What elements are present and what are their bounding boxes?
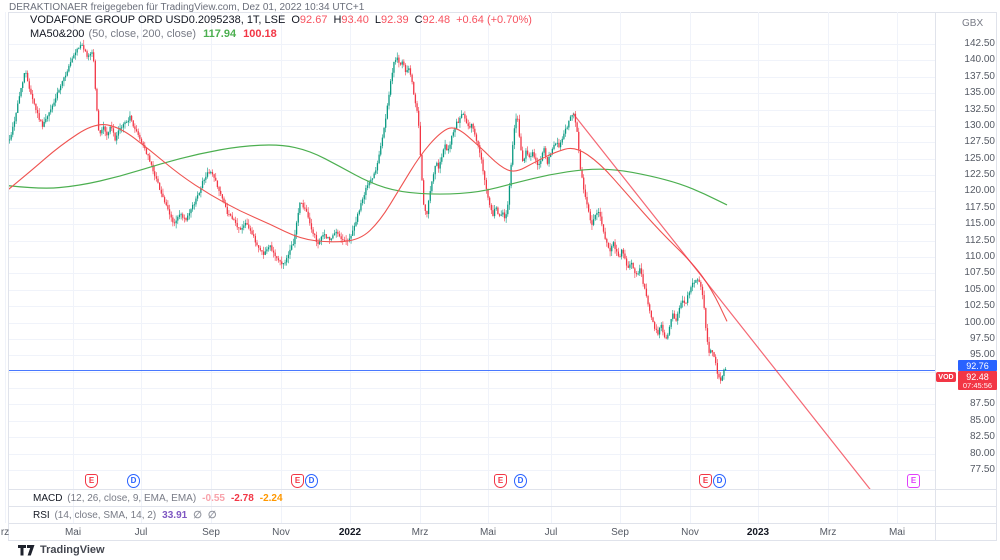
time-tick-label: Mai [479, 527, 497, 538]
macd-indicator-title[interactable]: MACD (12, 26, close, 9, EMA, EMA) [33, 493, 197, 504]
indicator-value: ∅ [193, 510, 202, 521]
price-tick-label: 115.00 [965, 218, 995, 230]
tradingview-logo[interactable]: TradingView [18, 544, 105, 556]
indicator-value: 33.91 [162, 510, 188, 521]
symbol-legend-row: VODAFONE GROUP ORD USD0.2095238, 1T, LSE… [30, 14, 532, 26]
rsi-legend-row: RSI (14, close, SMA, 14, 2) 33.91 ∅ ∅ [33, 510, 217, 521]
price-tick-label: 97.50 [969, 332, 995, 344]
tradingview-logo-icon [18, 544, 35, 555]
macd-legend-row: MACD (12, 26, close, 9, EMA, EMA) -0.55 -2… [33, 493, 283, 504]
indicator-value: ∅ [207, 510, 217, 521]
time-tick-label: rz [0, 527, 10, 538]
price-tick-label: 142.50 [964, 38, 995, 49]
time-tick-label: Nov [681, 527, 699, 538]
ohlc-value: 92.39 [381, 14, 409, 26]
price-chart[interactable] [9, 12, 935, 489]
ma-legend-row: MA50&200 (50, close, 200, close) 117.94 100… [30, 28, 277, 40]
price-tick-label: 117.50 [965, 201, 995, 213]
price-tick-label: 95.00 [969, 349, 995, 361]
indicator-value: -0.55 [202, 493, 225, 504]
price-tick-label: 125.00 [964, 152, 995, 164]
price-tick-label: 105.00 [964, 283, 995, 295]
ma-indicator-title[interactable]: MA50&200 [30, 28, 85, 40]
indicator-value: -2.78 [230, 493, 254, 504]
last-price-label: 92.48 07:45:56 [958, 371, 997, 390]
ohlc-value: 92.67 [299, 14, 328, 26]
earnings-badge[interactable]: E [291, 474, 304, 488]
price-tick-label: 120.00 [964, 185, 995, 197]
price-tick-label: 137.50 [964, 70, 995, 82]
price-axis-separator [935, 12, 936, 541]
change-value: +0.64 (+0.70%) [456, 14, 532, 26]
reference-price-label: 92.76 [958, 360, 997, 371]
pane-separator-macd[interactable] [9, 489, 997, 490]
pane-separator-rsi[interactable] [9, 506, 997, 507]
time-tick-label: Sep [611, 527, 629, 538]
copyright-watermark: DERAKTIONAER freigegeben für TradingView… [9, 2, 365, 13]
ma-indicator-params: (50, close, 200, close) [88, 28, 197, 40]
price-tick-label: 82.50 [969, 431, 995, 443]
time-tick-label: Mrz [411, 527, 429, 538]
time-tick-label: Nov [272, 527, 290, 538]
time-tick-label: Mai [888, 527, 906, 538]
price-tick-label: 132.50 [964, 103, 995, 115]
earnings-badge[interactable]: E [85, 474, 98, 488]
time-tick-label: 2023 [746, 527, 770, 538]
earnings-badge[interactable]: E [907, 474, 920, 488]
time-tick-label: Mai [64, 527, 82, 538]
dividend-badge[interactable]: D [127, 474, 140, 488]
price-tick-label: 77.50 [969, 464, 995, 475]
price-tick-label: 112.50 [965, 234, 995, 246]
price-tick-label: 140.00 [964, 54, 995, 66]
dividend-badge[interactable]: D [305, 474, 318, 488]
time-tick-label: Mrz [819, 527, 837, 538]
dividend-badge[interactable]: D [514, 474, 527, 488]
bar-countdown: 07:45:56 [962, 380, 993, 390]
price-tick-label: 85.00 [969, 414, 995, 426]
price-axis-currency: GBX [962, 18, 984, 29]
price-tick-label: 130.00 [964, 119, 995, 131]
ohlc-letter: H [333, 14, 342, 26]
last-price-value: 92.48 [966, 371, 989, 382]
ma-value: 117.94 [203, 28, 237, 40]
time-tick-label: Jul [134, 527, 148, 538]
ohlc-letter: O [291, 14, 300, 26]
price-tick-label: 100.00 [964, 316, 995, 328]
price-tick-label: 87.50 [969, 398, 995, 410]
ohlc-letter: L [374, 14, 382, 26]
ma-value: 100.18 [243, 28, 277, 40]
time-tick-label: 2022 [338, 527, 362, 538]
dividend-badge[interactable]: D [713, 474, 726, 488]
price-tick-label: 110.00 [965, 251, 995, 262]
earnings-badge[interactable]: E [699, 474, 712, 488]
earnings-badge[interactable]: E [494, 474, 507, 488]
price-tick-label: 80.00 [969, 447, 995, 459]
symbol-title[interactable]: VODAFONE GROUP ORD USD0.2095238, 1T, LSE [30, 14, 286, 26]
ohlc-value: 92.48 [422, 14, 451, 26]
price-tick-label: 127.50 [964, 136, 995, 148]
ohlc-value: 93.40 [341, 14, 369, 26]
price-tick-label: 107.50 [964, 267, 995, 279]
time-tick-label: Jul [544, 527, 558, 538]
indicator-value: -2.24 [259, 493, 283, 504]
time-axis-separator [9, 523, 997, 524]
ohlc-letter: C [414, 14, 423, 26]
time-tick-label: Sep [202, 527, 220, 538]
price-tick-label: 102.50 [964, 300, 995, 312]
price-tick-label: 122.50 [964, 169, 995, 181]
price-tick-label: 135.00 [964, 87, 995, 99]
rsi-indicator-title[interactable]: RSI (14, close, SMA, 14, 2) [33, 510, 157, 521]
tradingview-logo-text: TradingView [40, 544, 105, 556]
time-gridline [5, 12, 6, 523]
symbol-tag: VOD [936, 372, 956, 382]
